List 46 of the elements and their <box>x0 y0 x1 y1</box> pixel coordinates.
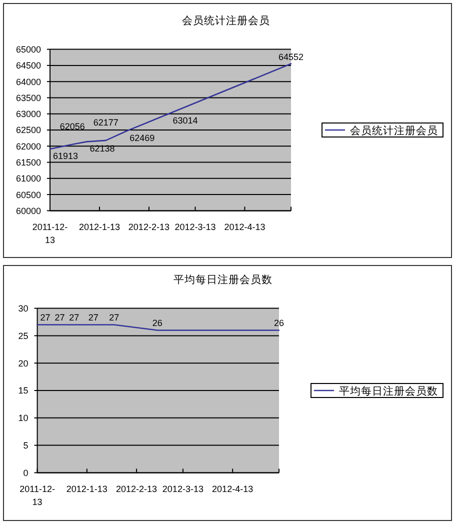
y-tick-label: 62500 <box>16 125 41 136</box>
x-tick-label: 2012-1-13 <box>78 222 120 232</box>
data-label: 27 <box>54 312 65 323</box>
y-tick-label: 61500 <box>16 157 41 168</box>
y-tick-label: 63000 <box>16 109 41 120</box>
y-tick-label: 63500 <box>16 92 41 103</box>
x-tick-label: 2011-12-13 <box>32 222 68 245</box>
data-label: 26 <box>152 318 162 328</box>
data-label: 62056 <box>60 121 85 132</box>
y-tick-label: 5 <box>23 440 28 450</box>
legend-label: 平均每日注册会员数 <box>339 384 438 398</box>
data-label: 61913 <box>53 150 78 161</box>
y-tick-label: 65000 <box>16 44 41 54</box>
data-label: 64552 <box>278 52 304 62</box>
data-label: 27 <box>69 312 80 323</box>
data-label: 27 <box>40 312 50 323</box>
y-tick-label: 20 <box>18 358 28 368</box>
x-tick-label: 2012-4-13 <box>212 484 254 494</box>
x-tick-label: 2012-3-13 <box>174 222 216 232</box>
y-tick-label: 25 <box>18 330 28 341</box>
x-tick-label: 2011-12-13 <box>20 484 55 507</box>
x-tick-label: 2012-1-13 <box>66 484 108 494</box>
y-tick-label: 30 <box>18 304 28 314</box>
line-series <box>49 63 292 150</box>
y-tick-label: 62000 <box>16 141 41 152</box>
chart-title: 平均每日注册会员数 <box>174 273 272 286</box>
data-label: 62177 <box>93 117 118 128</box>
y-tick-label: 10 <box>18 413 28 424</box>
data-label: 27 <box>88 312 98 323</box>
x-tick-label: 2012-2-13 <box>128 222 170 232</box>
data-label: 63014 <box>172 115 198 126</box>
data-label: 26 <box>274 318 284 328</box>
data-label: 27 <box>109 312 120 323</box>
y-tick-label: 15 <box>18 386 28 396</box>
y-tick-label: 64500 <box>16 60 41 71</box>
legend-label: 会员统计注册会员 <box>350 124 438 137</box>
y-tick-label: 60000 <box>16 206 41 216</box>
chart-title: 会员统计注册会员 <box>182 14 270 27</box>
data-label: 62469 <box>130 133 155 143</box>
y-tick-label: 61000 <box>16 174 41 184</box>
y-tick-label: 60500 <box>16 190 41 200</box>
x-tick-label: 2012-4-13 <box>224 222 266 232</box>
y-tick-label: 64000 <box>16 76 41 87</box>
x-tick-label: 2012-3-13 <box>162 484 204 494</box>
x-tick-label: 2012-2-13 <box>116 484 158 494</box>
y-tick-label: 0 <box>23 468 28 478</box>
